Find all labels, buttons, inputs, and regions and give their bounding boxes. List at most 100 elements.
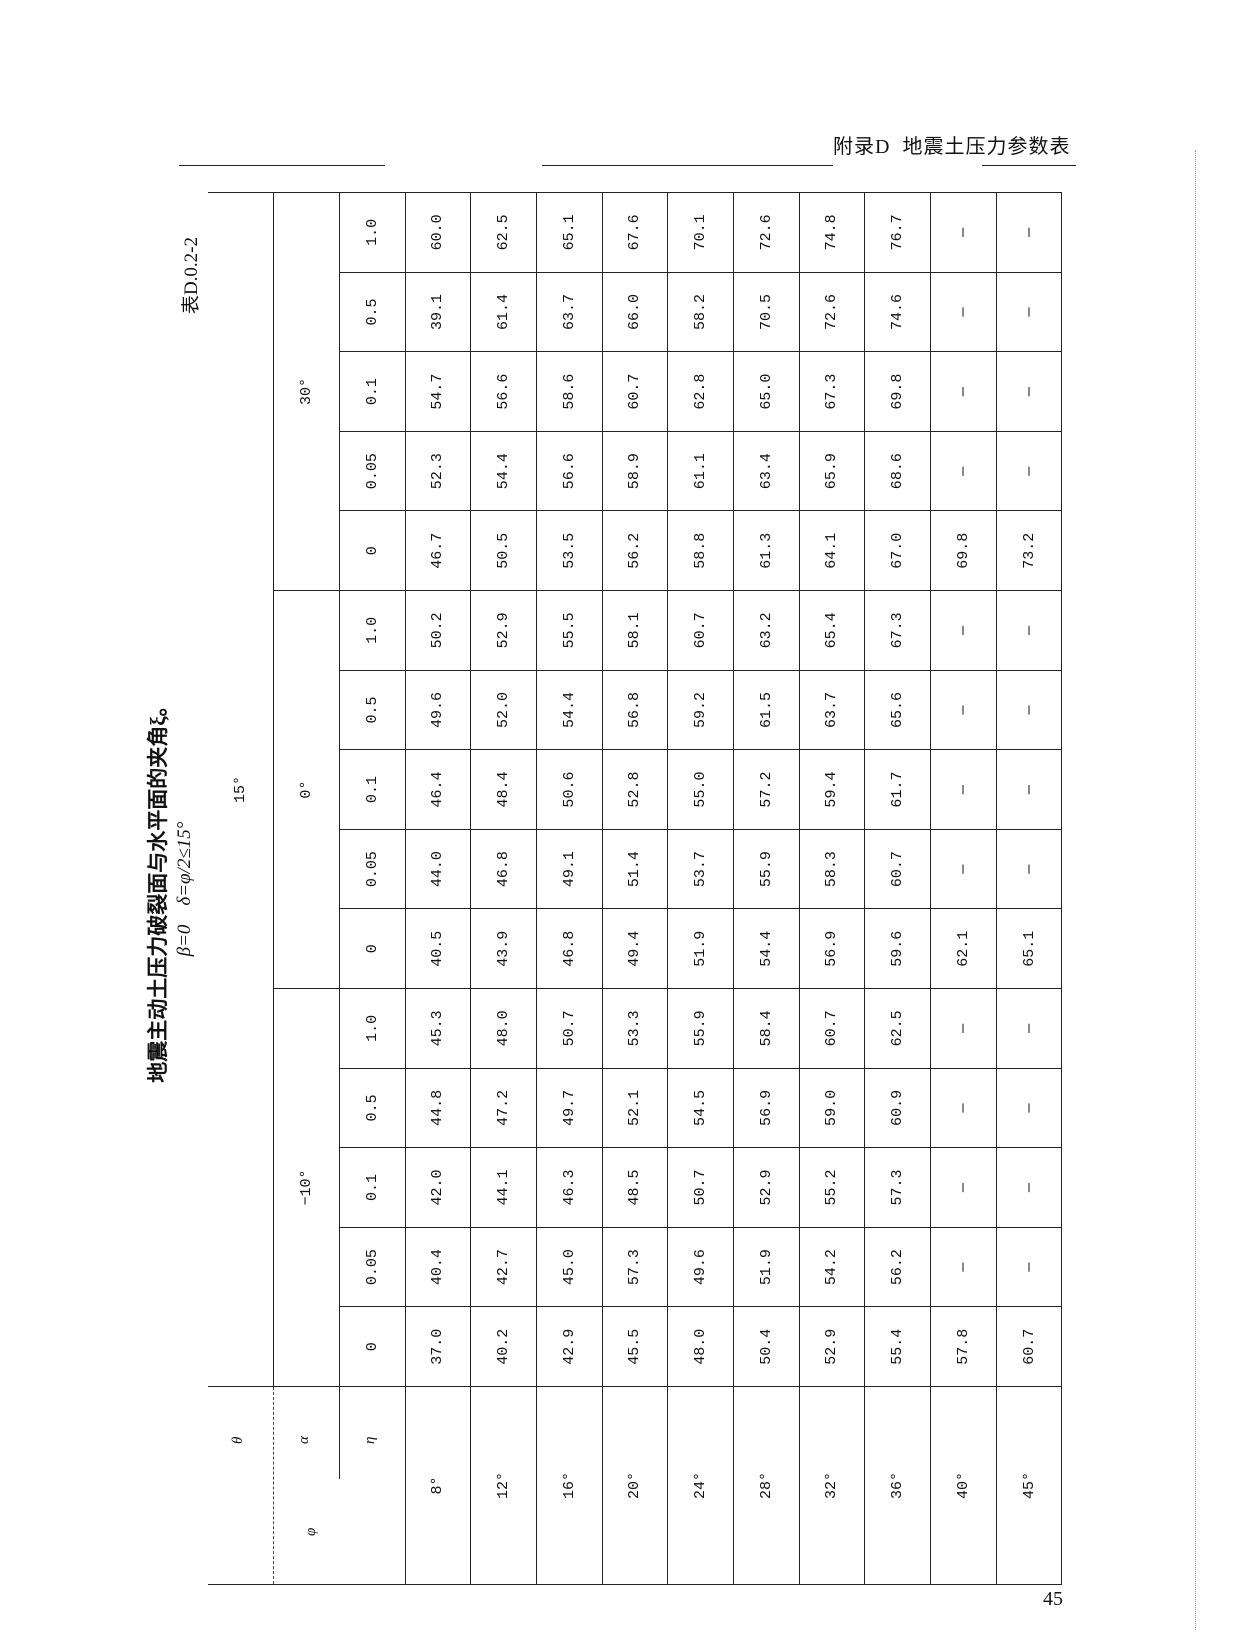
table-cell: 40.2 bbox=[470, 1306, 537, 1387]
table-cell: 56.8 bbox=[602, 670, 668, 750]
table-cell: 42.9 bbox=[536, 1306, 603, 1387]
table-number: 表D.0.2-2 bbox=[181, 237, 202, 315]
table-cell: 55.0 bbox=[667, 749, 734, 830]
table-cell: 65.1 bbox=[536, 192, 603, 273]
phi-value: 32° bbox=[799, 1386, 865, 1585]
table-cell: 65.6 bbox=[864, 670, 931, 750]
table-row: 36° 55.4 56.2 57.3 60.9 62.5 59.6 60.7 61.7 65.6 6… bbox=[864, 192, 931, 1585]
eta-value: 0.5 bbox=[339, 670, 405, 750]
table-cell: 42.0 bbox=[405, 1147, 471, 1228]
page-number: 45 bbox=[1043, 1588, 1063, 1610]
phi-value: 45° bbox=[996, 1386, 1062, 1585]
running-title: 附录D 地震土压力参数表 bbox=[833, 136, 1071, 158]
table-cell: 55.2 bbox=[799, 1147, 865, 1228]
table-cell: 57.3 bbox=[602, 1227, 668, 1307]
table-cell: 54.2 bbox=[799, 1227, 865, 1307]
table-cell: 58.1 bbox=[602, 590, 668, 671]
eta-value: 0 bbox=[339, 510, 405, 591]
table-cell: 64.1 bbox=[799, 510, 865, 591]
table-cell: 52.8 bbox=[602, 749, 668, 830]
table-cell: 58.2 bbox=[667, 272, 734, 352]
table-cell: 60.7 bbox=[996, 1306, 1062, 1387]
phi-value: 16° bbox=[536, 1386, 603, 1585]
table-cell: — bbox=[930, 1068, 997, 1148]
table-cell: 62.8 bbox=[667, 351, 734, 432]
eta-value: 0.1 bbox=[339, 351, 405, 432]
table-row: 16° 42.9 45.0 46.3 49.7 50.7 46.8 49.1 50.6 54.4 5… bbox=[536, 192, 603, 1585]
phi-value: 36° bbox=[864, 1386, 931, 1585]
table-cell: 56.9 bbox=[799, 908, 865, 989]
table-cell: — bbox=[996, 1227, 1062, 1307]
table-cell: 44.1 bbox=[470, 1147, 537, 1228]
table-row: 28° 50.4 51.9 52.9 56.9 58.4 54.4 55.9 57.2 61.5 6… bbox=[733, 192, 800, 1585]
table-cell: 46.7 bbox=[405, 510, 471, 591]
table-cell: — bbox=[930, 431, 997, 511]
table-cell: 42.7 bbox=[470, 1227, 537, 1307]
parameter-table: θ α η φ 15° −10° 0° 30° 0 0.05 0.1 0.5 1.0 0 0… bbox=[208, 192, 1062, 1585]
table-cell: 46.8 bbox=[470, 829, 537, 909]
table-cell: — bbox=[930, 1227, 997, 1307]
table-cell: 51.4 bbox=[602, 829, 668, 909]
eta-value: 0 bbox=[339, 908, 405, 989]
table-cell: 60.0 bbox=[405, 192, 471, 273]
table-cell: 50.5 bbox=[470, 510, 537, 591]
table-cell: 67.3 bbox=[799, 351, 865, 432]
table-cell: — bbox=[996, 351, 1062, 432]
table-cell: 47.2 bbox=[470, 1068, 537, 1148]
table-cell: 54.4 bbox=[733, 908, 800, 989]
table-cell: 56.6 bbox=[536, 431, 603, 511]
phi-value: 20° bbox=[602, 1386, 668, 1585]
table-cell: 72.6 bbox=[799, 272, 865, 352]
table-cell: 44.8 bbox=[405, 1068, 471, 1148]
table-cell: 58.8 bbox=[667, 510, 734, 591]
table-cell: 48.4 bbox=[470, 749, 537, 830]
table-cell: — bbox=[996, 431, 1062, 511]
scan-edge bbox=[1195, 150, 1196, 1630]
table-cell: 50.7 bbox=[667, 1147, 734, 1228]
table-cell: 61.5 bbox=[733, 670, 800, 750]
table-cell: 55.9 bbox=[733, 829, 800, 909]
table-cell: 69.8 bbox=[930, 510, 997, 591]
table-cell: 65.1 bbox=[996, 908, 1062, 989]
eta-value: 0.05 bbox=[339, 1227, 405, 1307]
eta-value: 1.0 bbox=[339, 988, 405, 1069]
table-cell: 65.0 bbox=[733, 351, 800, 432]
table-cell: 63.7 bbox=[536, 272, 603, 352]
table-cell: 60.9 bbox=[864, 1068, 931, 1148]
table-cell: — bbox=[930, 670, 997, 750]
table-row: 32° 52.9 54.2 55.2 59.0 60.7 56.9 58.3 59.4 63.7 6… bbox=[799, 192, 865, 1585]
table-cell: 67.3 bbox=[864, 590, 931, 671]
table-row: 24° 48.0 49.6 50.7 54.5 55.9 51.9 53.7 55.0 59.2 6… bbox=[667, 192, 734, 1585]
table-cell: 59.2 bbox=[667, 670, 734, 750]
phi-label: φ bbox=[303, 1527, 319, 1536]
table-cell: 45.3 bbox=[405, 988, 471, 1069]
table-cell: 55.4 bbox=[864, 1306, 931, 1387]
table-cell: 66.0 bbox=[602, 272, 668, 352]
phi-value: 8° bbox=[405, 1386, 471, 1585]
table-cell: 56.2 bbox=[602, 510, 668, 591]
phi-value: 40° bbox=[930, 1386, 997, 1585]
table-cell: — bbox=[996, 988, 1062, 1069]
table-cell: 61.4 bbox=[470, 272, 537, 352]
table-cell: 53.3 bbox=[602, 988, 668, 1069]
table-cell: 70.5 bbox=[733, 272, 800, 352]
table-cell: 58.3 bbox=[799, 829, 865, 909]
table-cell: — bbox=[930, 988, 997, 1069]
table-cell: 74.8 bbox=[799, 192, 865, 273]
table-cell: 49.6 bbox=[405, 670, 471, 750]
table-cell: 50.6 bbox=[536, 749, 603, 830]
table-cell: 56.2 bbox=[864, 1227, 931, 1307]
table-cell: 52.9 bbox=[733, 1147, 800, 1228]
alpha-value: 30° bbox=[273, 192, 339, 591]
table-cell: 62.5 bbox=[864, 988, 931, 1069]
alpha-value: −10° bbox=[273, 988, 339, 1387]
table-cell: 50.7 bbox=[536, 988, 603, 1069]
table-cell: 61.1 bbox=[667, 431, 734, 511]
table-cell: 46.8 bbox=[536, 908, 603, 989]
table-cell: 52.9 bbox=[470, 590, 537, 671]
table-cell: 54.5 bbox=[667, 1068, 734, 1148]
table-cell: 59.4 bbox=[799, 749, 865, 830]
table-cell: 59.0 bbox=[799, 1068, 865, 1148]
table-cell: 49.1 bbox=[536, 829, 603, 909]
table-cell: 45.5 bbox=[602, 1306, 668, 1387]
